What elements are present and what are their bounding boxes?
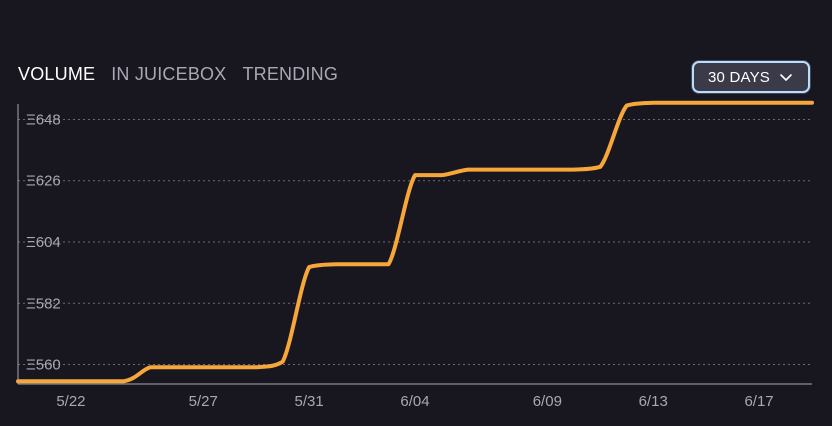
data-point: [439, 173, 443, 177]
x-tick-label: 6/09: [533, 393, 562, 410]
x-tick-label: 6/04: [400, 393, 429, 410]
tab-trending[interactable]: TRENDING: [242, 64, 339, 84]
range-select[interactable]: 30 DAYS: [692, 61, 810, 93]
volume-series-line: [16, 100, 814, 384]
grid-lines: [18, 118, 812, 366]
data-point: [254, 365, 258, 369]
x-tick-labels: 5/22 5/27 5/31 6/04 6/09 6/13 6/17: [56, 393, 773, 410]
y-tick-label: Ξ626: [26, 173, 61, 190]
y-tick-label: Ξ560: [26, 357, 61, 374]
data-point: [16, 379, 20, 383]
data-point: [757, 101, 761, 105]
data-point: [69, 379, 73, 383]
data-point: [572, 168, 576, 172]
data-point: [731, 101, 735, 105]
data-point: [625, 104, 629, 108]
x-tick-label: 5/31: [295, 393, 324, 410]
data-point: [387, 262, 391, 266]
data-point: [281, 360, 285, 364]
data-point: [519, 168, 523, 172]
y-tick-label: Ξ648: [26, 111, 61, 128]
data-point: [466, 168, 470, 172]
data-point: [704, 101, 708, 105]
chevron-down-icon: [778, 69, 794, 85]
data-point: [598, 165, 602, 169]
data-point: [334, 262, 338, 266]
data-point: [651, 101, 655, 105]
x-tick-label: 6/13: [639, 393, 668, 410]
data-point: [678, 101, 682, 105]
x-tick-label: 6/17: [744, 393, 773, 410]
data-point: [175, 365, 179, 369]
x-tick-label: 5/27: [189, 393, 218, 410]
x-tick-label: 5/22: [56, 393, 85, 410]
y-tick-label: Ξ582: [26, 295, 61, 312]
data-point: [492, 168, 496, 172]
data-point: [148, 365, 152, 369]
y-tick-labels: Ξ560 Ξ582 Ξ604 Ξ626 Ξ648: [26, 111, 61, 373]
tab-in-juicebox[interactable]: IN JUICEBOX: [111, 64, 227, 84]
data-point: [810, 101, 814, 105]
data-point: [228, 365, 232, 369]
chart-tabs: VOLUME IN JUICEBOX TRENDING: [18, 64, 338, 85]
data-point: [784, 101, 788, 105]
data-point: [413, 173, 417, 177]
y-tick-label: Ξ604: [26, 234, 61, 251]
data-point: [307, 265, 311, 269]
tab-volume[interactable]: VOLUME: [18, 64, 96, 84]
data-point: [360, 262, 364, 266]
data-point: [122, 379, 126, 383]
data-point: [545, 168, 549, 172]
range-select-label: 30 DAYS: [708, 68, 770, 86]
